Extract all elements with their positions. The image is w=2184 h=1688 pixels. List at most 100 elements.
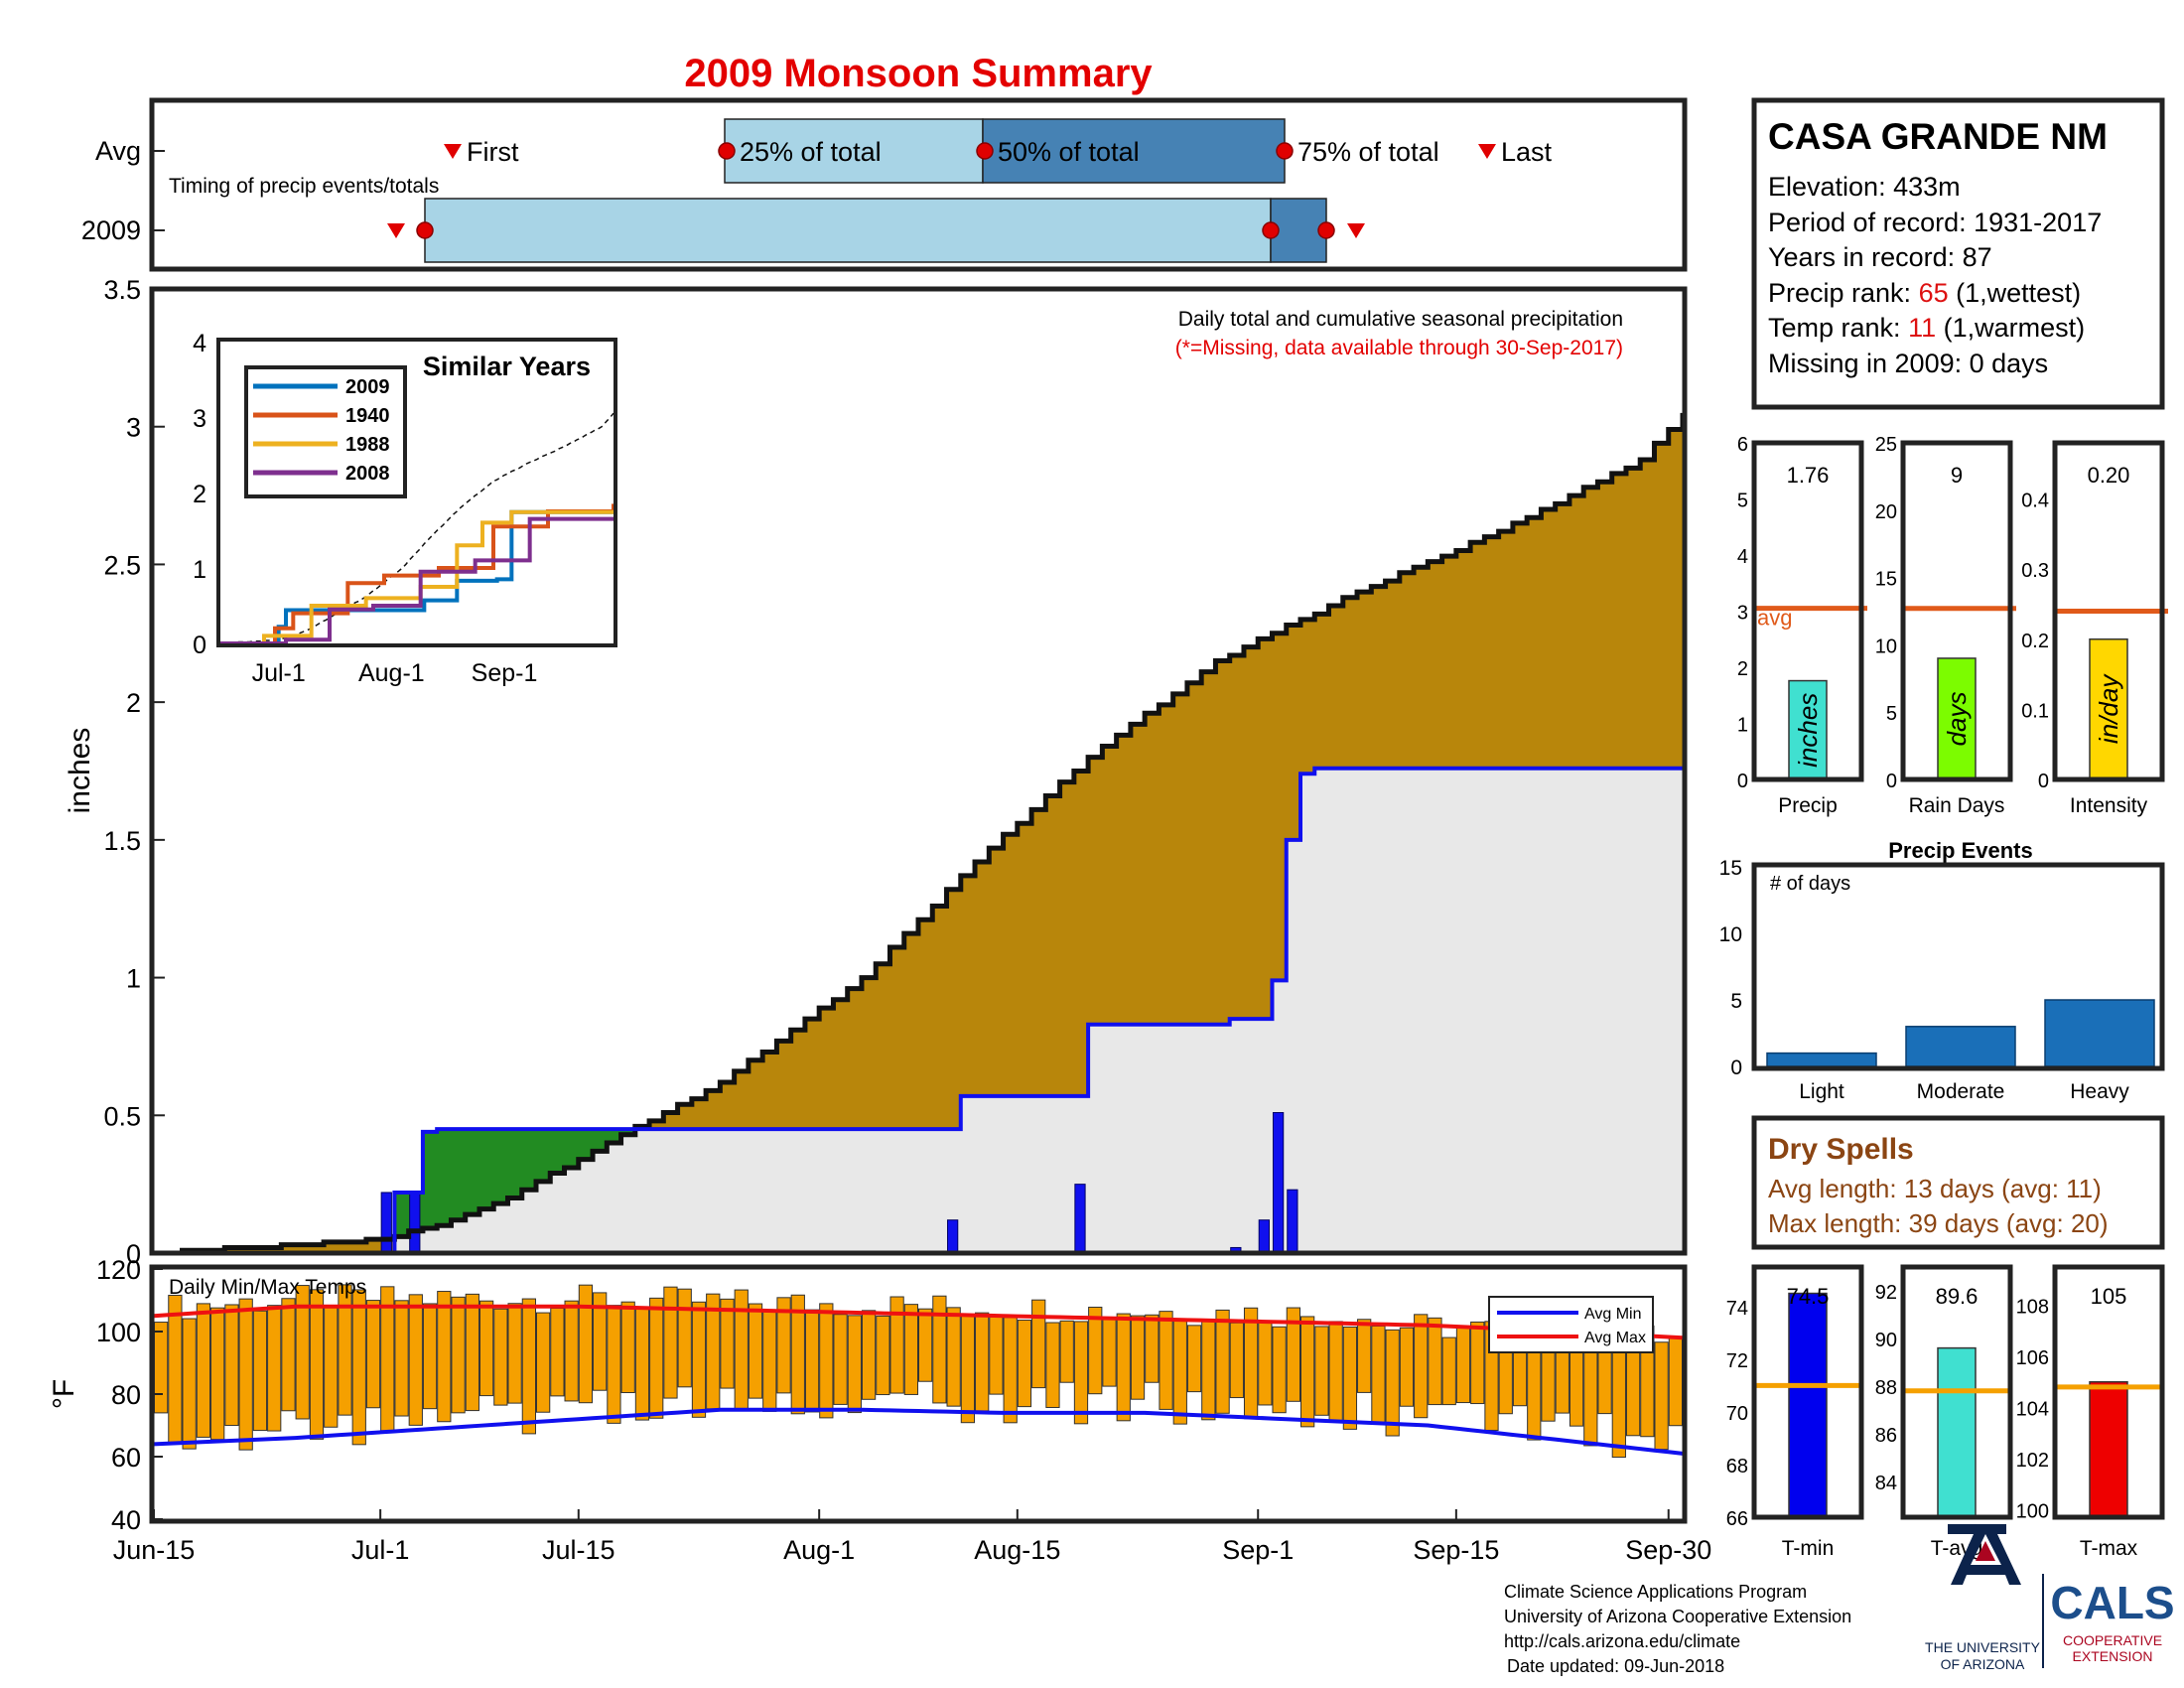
daily-temp-bar <box>324 1307 339 1428</box>
event-bar-moderate <box>1905 1026 2016 1067</box>
xtick-label: Sep-30 <box>1625 1535 1711 1565</box>
daily-temp-bar <box>1215 1309 1230 1414</box>
intensity-ytick-label: 0.4 <box>2021 491 2049 512</box>
station-info-box: CASA GRANDE NM Elevation: 433m Period of… <box>1751 97 2165 410</box>
xtick-label: Sep-15 <box>1413 1535 1499 1565</box>
daily-temp-bar <box>918 1308 933 1382</box>
daily-temp-bar <box>437 1291 452 1423</box>
precip-value: 1.76 <box>1787 463 1830 488</box>
tmin-ytick-label: 74 <box>1726 1298 1748 1320</box>
daily-temp-bar <box>267 1305 282 1432</box>
daily-precip-bar <box>409 1192 421 1254</box>
daily-temp-bar <box>493 1308 508 1406</box>
daily-temp-bar <box>182 1318 197 1450</box>
daily-temp-bar <box>1654 1341 1669 1451</box>
footer-line4: Date updated: 09-Jun-2018 <box>1507 1656 1724 1676</box>
intensity-ytick-label: 0.3 <box>2021 560 2049 582</box>
dry-title: Dry Spells <box>1768 1133 1914 1166</box>
legend-2009: 2009 <box>345 376 390 398</box>
event-bar-heavy <box>2044 999 2155 1067</box>
avg-25-marker <box>718 142 736 160</box>
timing-row-avg: Avg <box>95 136 141 166</box>
raindays-bar <box>1937 657 1977 780</box>
ua-a-mark <box>1948 1524 2021 1585</box>
daily-temp-bar <box>1441 1336 1456 1406</box>
daily-temp-bar <box>1541 1343 1556 1422</box>
main-note: Daily total and cumulative seasonal prec… <box>1178 308 1623 331</box>
legend-avg-max: Avg Max <box>1584 1330 1646 1346</box>
daily-temp-bar <box>720 1298 735 1389</box>
daily-temp-bar <box>634 1308 650 1421</box>
event-cat-label: Heavy <box>2070 1080 2129 1103</box>
daily-precip-bar <box>1272 1112 1285 1254</box>
intensity-unit-label: in/day <box>2094 673 2123 744</box>
raindays-value: 9 <box>1951 463 1963 488</box>
daily-temp-bar <box>1088 1306 1103 1395</box>
year-25-75-box <box>424 198 1272 263</box>
footer-line2: University of Arizona Cooperative Extens… <box>1504 1607 1851 1626</box>
daily-temp-bar <box>1172 1320 1187 1425</box>
daily-temp-bar <box>1017 1320 1032 1408</box>
daily-temp-bar <box>478 1300 494 1397</box>
daily-temp-bar <box>394 1300 409 1417</box>
events-title: Precip Events <box>1888 838 2033 863</box>
tmin-ytick-label: 70 <box>1726 1403 1748 1425</box>
legend-1940: 1940 <box>345 405 390 427</box>
inset-series-2008 <box>220 516 614 645</box>
daily-temp-bar <box>1272 1326 1287 1414</box>
daily-temp-bar <box>1668 1336 1683 1427</box>
avg-first-marker <box>444 144 462 159</box>
daily-temp-bar <box>649 1297 664 1419</box>
daily-temp-bar <box>1201 1321 1216 1421</box>
tmax-label: T-max <box>2080 1537 2138 1560</box>
university-of-arizona-logo: THE UNIVERSITY OF ARIZONA CALS COOPERATI… <box>1925 1524 2175 1672</box>
daily-temp-bar <box>1470 1321 1485 1405</box>
ua-line1: THE UNIVERSITY <box>1925 1639 2041 1655</box>
year-first-marker <box>387 223 405 238</box>
tmax-ytick-label: 102 <box>2016 1450 2049 1472</box>
avg-cumulative-line <box>154 412 1686 1256</box>
daily-temps-chart: 40 60 80 100 120 Daily Min/Max Temps °F Avg … <box>48 1255 1711 1565</box>
daily-temp-bar <box>989 1316 1004 1395</box>
daily-temp-bar <box>1073 1321 1089 1425</box>
tmax-ytick-label: 108 <box>2016 1297 2049 1319</box>
legend-avg-min: Avg Min <box>1584 1306 1642 1323</box>
daily-temp-bar <box>975 1312 990 1412</box>
dry-spells-box: Dry Spells Avg length: 13 days (avg: 11)… <box>1751 1115 2165 1250</box>
year-50-marker <box>1262 221 1280 239</box>
main-ytick-label: 1.5 <box>103 826 141 856</box>
daily-precip-bar <box>947 1219 959 1254</box>
raindays-ytick-label: 25 <box>1875 434 1897 456</box>
raindays-ytick-label: 5 <box>1886 703 1897 725</box>
daily-temp-bar <box>1527 1340 1542 1441</box>
avg-50-label: 50% of total <box>998 137 1140 167</box>
temp-legend: Avg Min Avg Max <box>1488 1296 1654 1353</box>
daily-temp-bar <box>351 1289 366 1446</box>
avg-last-label: Last <box>1501 137 1553 167</box>
daily-temp-bar <box>451 1296 466 1414</box>
inset-ytick-label: 0 <box>193 632 206 659</box>
tavg-ytick-label: 92 <box>1875 1282 1897 1304</box>
daily-temp-bar <box>1145 1314 1160 1383</box>
daily-temp-bar <box>1300 1316 1315 1428</box>
tavg-bar <box>1937 1346 1977 1518</box>
daily-temp-bar <box>663 1286 678 1399</box>
daily-temp-bar <box>1243 1307 1259 1420</box>
event-cat-label: Light <box>1799 1080 1844 1103</box>
precip-bar <box>1788 679 1828 780</box>
inset-xtick-label: Sep-1 <box>472 659 538 687</box>
tmin-bar <box>1788 1292 1828 1518</box>
daily-temp-bar <box>776 1297 791 1394</box>
avg-75-label: 75% of total <box>1297 137 1439 167</box>
tmax-value: 105 <box>2091 1284 2127 1309</box>
cals-line2: EXTENSION <box>2073 1648 2153 1664</box>
inset-ytick-label: 4 <box>193 330 206 357</box>
precip-ytick-label: 4 <box>1737 546 1748 568</box>
precip-events-chart: Precip Events Light Moderate Heavy 0 5 10 15 #… <box>1719 838 2165 1103</box>
xtick-label: Jul-1 <box>351 1535 410 1565</box>
daily-temp-bar <box>154 1322 169 1414</box>
season-stats-charts: inches 1.76 Precip 0 1 2 3 4 5 6 avg days 9 Rain Days… <box>1737 434 2168 817</box>
daily-temp-bar <box>536 1312 551 1413</box>
daily-temp-bar <box>168 1294 183 1444</box>
